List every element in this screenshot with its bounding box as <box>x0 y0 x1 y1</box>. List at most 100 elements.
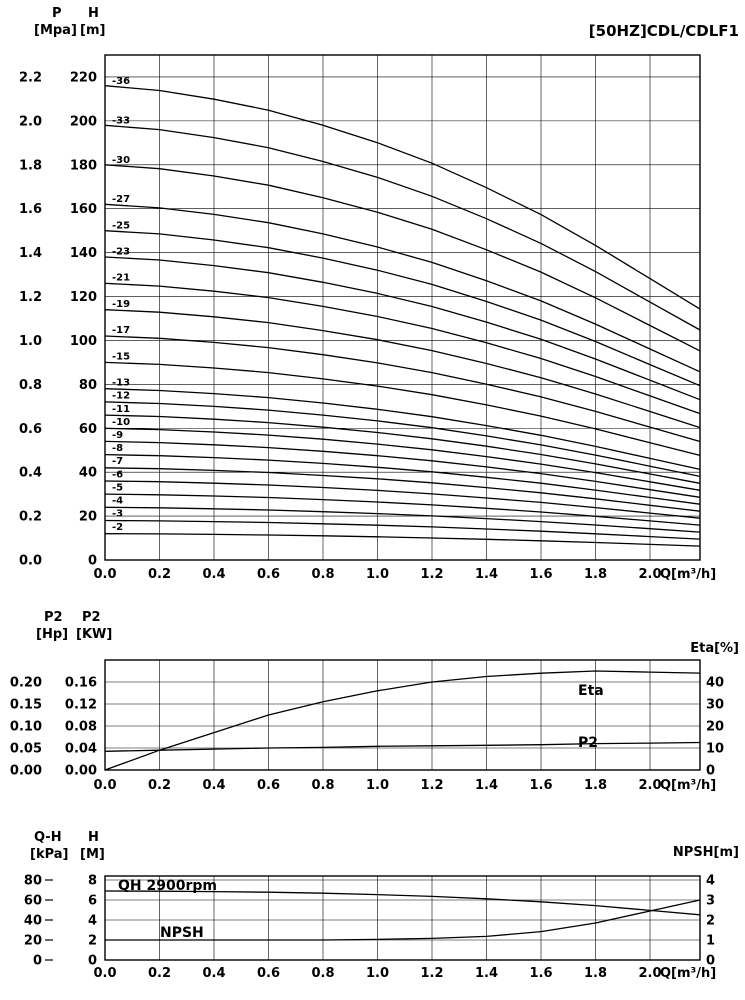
power-left-axis2-title: P2 <box>82 610 101 625</box>
power-left-axis2-unit: [KW] <box>76 627 113 642</box>
x-tick-label: 1.2 <box>420 966 443 981</box>
x-tick-label: 1.4 <box>475 567 498 582</box>
npsh-tick-label: 3 <box>706 894 715 909</box>
stage-label: -8 <box>112 443 123 454</box>
hp-tick-label: 0.10 <box>10 720 42 735</box>
h-tick-label: 40 <box>79 466 97 481</box>
eta-tick-label: 20 <box>706 720 724 735</box>
npsh-axis-title: NPSH[m] <box>672 845 739 860</box>
stage-label: -13 <box>112 378 130 389</box>
x-tick-label: 0.2 <box>148 567 171 582</box>
curve-15 <box>104 361 701 457</box>
hq-left-axis2-unit: [m] <box>80 23 106 38</box>
npsh-tick-label: 1 <box>706 934 715 949</box>
m-tick-label: 6 <box>88 894 97 909</box>
p-tick-label: 0.2 <box>19 510 42 525</box>
plot-frame <box>104 659 701 771</box>
plot-frame <box>104 54 701 561</box>
x-tick-label: 1.6 <box>529 778 552 793</box>
qh-left-axis2-title: H <box>88 830 99 845</box>
h-tick-label: 220 <box>70 70 97 85</box>
eta-tick-label: 30 <box>706 698 724 713</box>
curve-7 <box>104 467 701 512</box>
h-tick-label: 20 <box>79 510 97 525</box>
curve-23 <box>104 256 701 401</box>
h-tick-label: 100 <box>70 334 97 349</box>
curve-p2 <box>104 741 701 752</box>
curve-17 <box>104 335 701 443</box>
p-tick-label: 1.6 <box>19 202 42 217</box>
stage-label: -33 <box>112 115 130 126</box>
stage-label: -5 <box>112 482 123 493</box>
stage-label: -6 <box>112 469 123 480</box>
stage-label: -10 <box>112 417 130 428</box>
curve-33 <box>104 124 701 331</box>
m-tick-label: 2 <box>88 934 97 949</box>
h-tick-label: 180 <box>70 158 97 173</box>
stage-label: -25 <box>112 220 130 231</box>
eta-tick-label: 0 <box>706 764 715 779</box>
m-tick-label: 4 <box>88 914 97 929</box>
h-tick-label: 0 <box>88 554 97 569</box>
curve-5 <box>104 493 701 526</box>
hp-tick-label: 0.20 <box>10 676 42 691</box>
p-tick-label: 0.0 <box>19 554 42 569</box>
x-tick-label: 1.2 <box>420 778 443 793</box>
hq-left-axis1-unit: [Mpa] <box>34 23 77 38</box>
eta-tick-label: 40 <box>706 676 724 691</box>
m-tick-label: 8 <box>88 874 97 889</box>
kw-tick-label: 0.16 <box>65 676 97 691</box>
hq-left-axis2-title: H <box>88 6 99 21</box>
curve-9 <box>104 440 701 498</box>
curve-8 <box>104 453 701 505</box>
stage-label: -12 <box>112 391 130 402</box>
power-efficiency-chart: 0.0 0.2 0.4 0.6 0.8 1.0 1.2 1.4 1.6 1.8 2.0Q[m³/h]… <box>10 659 724 793</box>
h-tick-label: 120 <box>70 290 97 305</box>
stage-label: -21 <box>112 273 130 284</box>
qh-left-axis1-unit: [kPa] <box>30 847 69 862</box>
h-tick-label: 140 <box>70 246 97 261</box>
hp-tick-label: 0.15 <box>10 698 42 713</box>
eta-curve-label: Eta <box>578 683 604 699</box>
qh-npsh-chart: 0.0 0.2 0.4 0.6 0.8 1.0 1.2 1.4 1.6 1.8 2.0Q[m³/h]… <box>24 874 716 982</box>
m-tick-label: 0 <box>88 954 97 969</box>
plot-frame <box>104 875 701 961</box>
kw-tick-label: 0.12 <box>65 698 97 713</box>
curve-11 <box>104 414 701 484</box>
qh-left-axis1-title: Q-H <box>34 830 62 845</box>
npsh-tick-label: 2 <box>706 914 715 929</box>
p-tick-label: 0.6 <box>19 422 42 437</box>
x-tick-label: 1.8 <box>584 778 607 793</box>
p-tick-label: 1.0 <box>19 334 42 349</box>
curve-4 <box>104 506 701 533</box>
p-tick-label: 1.2 <box>19 290 42 305</box>
stage-label: -23 <box>112 247 130 258</box>
curve-13 <box>104 388 701 471</box>
stage-label: -30 <box>112 155 130 166</box>
x-tick-label: 1.0 <box>366 778 389 793</box>
p-tick-label: 0.8 <box>19 378 42 393</box>
curve-10 <box>104 427 701 491</box>
curve-30 <box>104 164 701 352</box>
p-tick-label: 2.0 <box>19 114 42 129</box>
power-left-axis1-unit: [Hp] <box>36 627 69 642</box>
kpa-tick-label: 20 <box>24 934 42 949</box>
x-tick-label: 1.4 <box>475 966 498 981</box>
x-tick-label: 0.4 <box>202 966 225 981</box>
h-tick-label: 80 <box>79 378 97 393</box>
sheet-title: [50HZ]CDL/CDLF1 <box>588 22 739 40</box>
x-tick-label: 1.0 <box>366 966 389 981</box>
curve-19 <box>104 309 701 429</box>
x-tick-label: 0.4 <box>202 567 225 582</box>
curve-36 <box>104 85 701 310</box>
stage-label: -19 <box>112 299 130 310</box>
x-tick-label: 0.6 <box>257 567 280 582</box>
kw-tick-label: 0.00 <box>65 764 97 779</box>
x-tick-label: 2.0 <box>638 966 661 981</box>
x-tick-label: 2.0 <box>638 778 661 793</box>
p-tick-label: 0.4 <box>19 466 42 481</box>
npsh-tick-label: 0 <box>706 954 715 969</box>
stage-label: -17 <box>112 325 130 336</box>
npsh-curve-label: NPSH <box>160 925 204 941</box>
stage-label: -36 <box>112 76 130 87</box>
